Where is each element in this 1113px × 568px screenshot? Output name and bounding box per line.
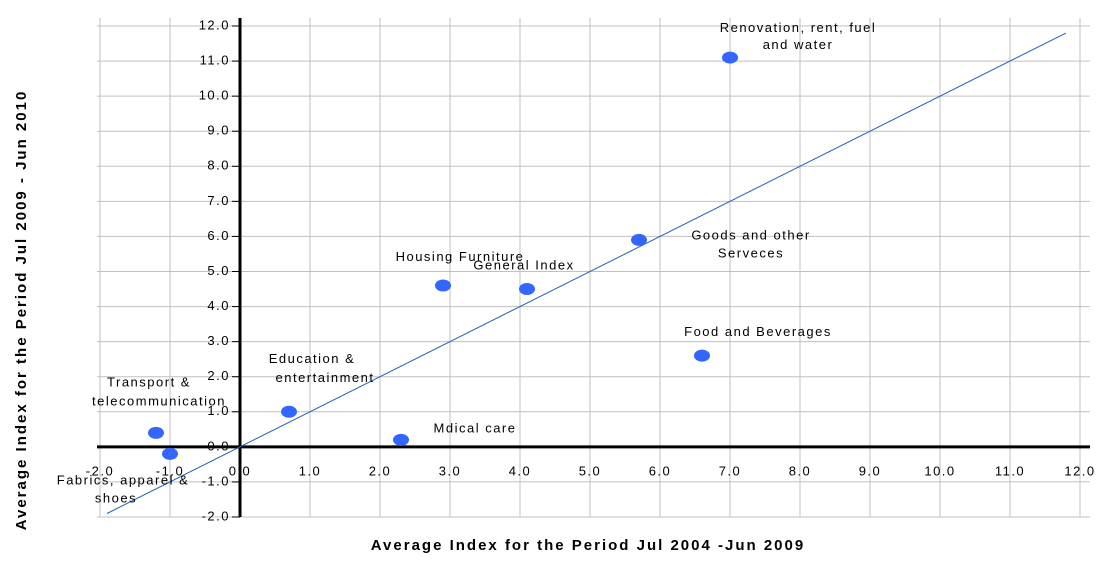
point <box>162 447 178 460</box>
point <box>148 426 164 439</box>
point-label: Housing Furniture <box>396 249 525 264</box>
x-tick-label: 1.0 <box>299 463 322 478</box>
y-tick-label: 4.0 <box>207 298 230 313</box>
x-tick-label: 8.0 <box>789 463 812 478</box>
y-tick-label: 6.0 <box>207 228 230 243</box>
y-tick-label: 12.0 <box>199 17 230 32</box>
x-tick-label: 2.0 <box>369 463 392 478</box>
point-label: shoes <box>95 490 137 505</box>
y-tick-label: 11.0 <box>200 53 230 68</box>
y-tick-label: 10.0 <box>199 88 230 103</box>
y-tick-label: 9.0 <box>207 123 230 138</box>
x-tick-label: 4.0 <box>509 463 532 478</box>
y-tick-label: 2.0 <box>207 368 230 383</box>
point <box>722 51 738 64</box>
y-tick-label: 7.0 <box>207 193 230 208</box>
point-label: entertainment <box>276 370 375 385</box>
point-label: Education & <box>269 351 356 366</box>
point <box>435 279 451 292</box>
point-label: Renovation, rent, fuel <box>720 20 877 35</box>
point-label: Transport & <box>107 374 191 389</box>
y-tick-label: 5.0 <box>207 263 230 278</box>
x-tick-label: 5.0 <box>579 463 602 478</box>
x-tick-label: 7.0 <box>719 463 742 478</box>
y-axis-title: Average Index for the Period Jul 2009 - … <box>13 90 30 531</box>
point-label: General Index <box>473 257 574 272</box>
point <box>393 433 409 446</box>
point <box>281 405 297 418</box>
x-tick-label: 11.0 <box>995 463 1025 478</box>
x-axis-title: Average Index for the Period Jul 2004 -J… <box>371 537 805 554</box>
point <box>694 349 710 362</box>
point-label: and water <box>763 37 834 52</box>
x-tick-label: 3.0 <box>439 463 462 478</box>
point-label: Serveces <box>718 245 784 260</box>
y-tick-label: 8.0 <box>207 158 230 173</box>
x-tick-label: -2.0 <box>86 463 114 478</box>
y-tick-label: 3.0 <box>207 333 230 348</box>
trend-line <box>106 32 1067 514</box>
point-label: Mdical care <box>434 420 517 435</box>
point <box>519 283 535 296</box>
x-tick-label: 12.0 <box>1064 463 1095 478</box>
point-label: Food and Beverages <box>684 324 832 339</box>
point-label: telecommunication <box>92 393 226 408</box>
point <box>631 233 647 246</box>
x-tick-label: -1.0 <box>156 463 184 478</box>
y-tick-label: -1.0 <box>202 473 230 488</box>
point-label: Fabrics, apparel & <box>57 472 190 487</box>
x-tick-label: 9.0 <box>859 463 882 478</box>
x-tick-label: 10.0 <box>924 463 955 478</box>
y-tick-label: 1.0 <box>207 403 230 418</box>
y-tick-label: -2.0 <box>202 508 230 523</box>
x-tick-label: 6.0 <box>649 463 672 478</box>
point-label: Goods and other <box>691 227 810 242</box>
